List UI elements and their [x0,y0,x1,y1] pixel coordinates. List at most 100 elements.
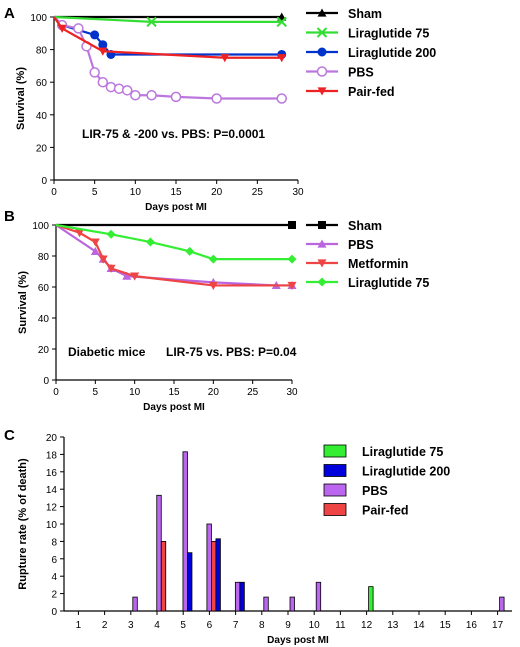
data-point [122,271,132,280]
panel-label-a: A [4,5,15,22]
y-tick-label: 100 [30,13,47,24]
annotation-diabetic-mice: Diabetic mice [68,345,146,359]
x-tick-label: 25 [252,187,264,198]
data-point [106,229,116,239]
data-point [75,229,85,238]
y-tick-label: 40 [36,111,48,122]
annotation-p-value: LIR-75 & -200 vs. PBS: P=0.0001 [82,127,265,141]
legend-label: Liraglutide 200 [362,465,450,479]
legend-label: PBS [348,238,374,252]
panel-b-survival-chart: 0 20 40 60 80 100 0 5 10 15 20 25 30 Days post MI Surv… [17,219,429,413]
x-tick-label: 20 [208,387,220,398]
x-tick-label: 13 [387,620,399,631]
x-tick-label: 10 [130,187,142,198]
legend-label: Metformin [348,257,408,271]
x-tick-label: 5 [93,387,99,398]
data-point [276,93,287,104]
bar-pbs [263,596,269,612]
x-tick-label: 16 [466,620,478,631]
bar-pair-fed [160,541,167,612]
x-tick-label: 10 [309,620,321,631]
legend-label: Pair-fed [362,504,409,518]
data-point [287,281,297,290]
legend-swatch [323,483,347,497]
data-point [208,254,218,264]
data-point [185,246,195,256]
bar-pbs [499,596,505,612]
panel-label-c: C [4,427,15,444]
y-tick-label: 20 [38,345,50,356]
legend-marker [316,27,328,38]
bar-liraglutide-200 [187,552,193,612]
x-tick-label: 5 [180,620,186,631]
data-point [90,246,100,255]
bar-liraglutide-200 [239,581,245,612]
x-tick-label: 12 [361,620,373,631]
series-line [55,223,292,287]
y-tick-label: 10 [46,520,58,531]
data-point [98,255,108,264]
legend-label: Sham [348,7,382,21]
legend-marker [317,277,327,287]
series-liraglutide-75 [53,15,287,28]
x-tick-label: 14 [413,620,425,631]
legend-label: PBS [348,66,374,80]
y-axis-title: Rupture rate (% of death) [17,458,29,590]
x-axis-title: Days post MI [143,402,205,413]
x-tick-label: 2 [102,620,108,631]
legend-swatch [323,503,347,516]
legend-marker [317,8,327,17]
y-tick-label: 20 [36,143,48,154]
series-pbs [55,224,297,290]
panel-a-survival-chart: 0 20 40 60 80 100 0 5 10 15 20 25 30 Days post MI Surv… [15,7,436,213]
bar-pair-fed [211,541,217,612]
data-point [220,54,230,63]
bar-pbs [156,494,162,612]
legend-label: Liraglutide 200 [348,46,436,60]
bar-liraglutide-200 [215,538,221,612]
y-axis-title: Survival (%) [17,271,29,334]
data-point [106,264,116,273]
legend: Sham PBS Metformin Liraglutide 75 [306,219,429,290]
panel-label-b: B [4,208,15,225]
y-tick-label: 16 [46,468,58,479]
data-point [277,54,287,63]
data-point [90,30,100,40]
legend-label: Pair-fed [348,85,395,99]
x-tick-label: 8 [259,620,265,631]
data-point [130,272,140,281]
data-point [73,23,84,34]
x-tick-label: 15 [170,187,182,198]
x-tick-label: 15 [440,620,452,631]
series-line [55,223,292,261]
y-tick-label: 0 [43,376,49,387]
legend-marker [316,66,328,77]
data-point [146,89,157,101]
legend: Sham Liraglutide 75 Liraglutide 200 PBS Pair… [306,7,436,99]
x-tick-label: 0 [53,387,59,398]
legend-swatch [323,464,347,477]
data-point [89,67,100,78]
x-tick-label: 17 [492,620,504,631]
data-point [121,85,133,96]
series-pbs [53,16,287,104]
y-tick-label: 0 [41,176,47,187]
legend-marker [318,221,326,229]
data-point [98,40,108,50]
y-tick-label: 8 [51,537,57,548]
bar-pbs [206,523,212,612]
legend-label: PBS [362,484,388,498]
data-point [97,76,109,88]
x-tick-label: 4 [154,620,160,631]
y-tick-label: 80 [38,252,50,263]
bar-pbs [289,596,295,612]
data-point [98,47,108,56]
y-axis-title: Survival (%) [15,67,27,130]
bar-liraglutide-75 [368,586,374,612]
x-tick-label: 30 [286,387,298,398]
bar-pbs [315,581,322,612]
legend-label: Liraglutide 75 [348,276,429,290]
x-tick-label: 30 [292,187,304,198]
x-tick-label: 9 [285,620,291,631]
x-tick-label: 3 [128,620,134,631]
